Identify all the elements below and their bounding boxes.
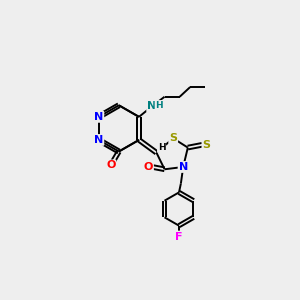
Text: H: H bbox=[158, 143, 165, 152]
Text: O: O bbox=[106, 160, 116, 170]
Text: N: N bbox=[94, 112, 104, 122]
Text: N: N bbox=[178, 162, 188, 172]
Text: H: H bbox=[155, 101, 163, 110]
Text: S: S bbox=[202, 140, 210, 150]
Text: S: S bbox=[169, 133, 177, 143]
Text: O: O bbox=[144, 162, 153, 172]
Text: N: N bbox=[94, 135, 104, 145]
Text: N: N bbox=[147, 101, 156, 112]
Text: F: F bbox=[175, 232, 183, 242]
